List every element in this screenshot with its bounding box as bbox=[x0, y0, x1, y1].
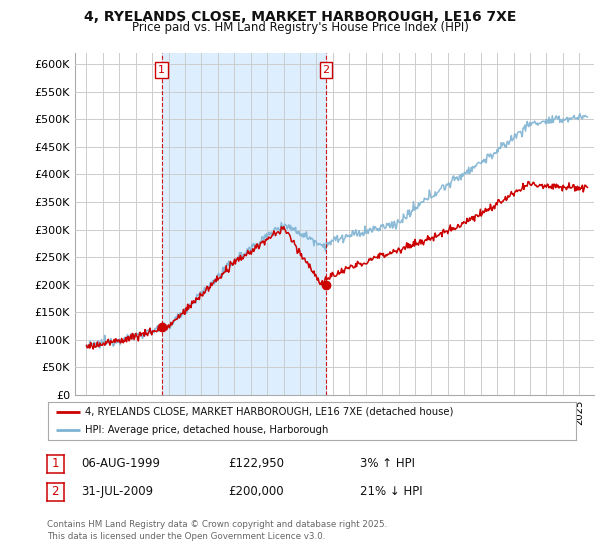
Text: Price paid vs. HM Land Registry's House Price Index (HPI): Price paid vs. HM Land Registry's House … bbox=[131, 21, 469, 34]
Text: 2: 2 bbox=[322, 65, 329, 74]
Text: £200,000: £200,000 bbox=[228, 485, 284, 498]
Text: 4, RYELANDS CLOSE, MARKET HARBOROUGH, LE16 7XE (detached house): 4, RYELANDS CLOSE, MARKET HARBOROUGH, LE… bbox=[85, 407, 454, 417]
Text: 4, RYELANDS CLOSE, MARKET HARBOROUGH, LE16 7XE: 4, RYELANDS CLOSE, MARKET HARBOROUGH, LE… bbox=[84, 10, 516, 24]
Text: 06-AUG-1999: 06-AUG-1999 bbox=[81, 457, 160, 470]
Text: 3% ↑ HPI: 3% ↑ HPI bbox=[360, 457, 415, 470]
Text: 2: 2 bbox=[52, 485, 59, 498]
Text: 21% ↓ HPI: 21% ↓ HPI bbox=[360, 485, 422, 498]
Text: 1: 1 bbox=[158, 65, 165, 74]
Text: Contains HM Land Registry data © Crown copyright and database right 2025.
This d: Contains HM Land Registry data © Crown c… bbox=[47, 520, 387, 541]
Text: 31-JUL-2009: 31-JUL-2009 bbox=[81, 485, 153, 498]
Text: £122,950: £122,950 bbox=[228, 457, 284, 470]
Bar bbox=[162, 53, 326, 395]
Text: HPI: Average price, detached house, Harborough: HPI: Average price, detached house, Harb… bbox=[85, 425, 328, 435]
Text: 1: 1 bbox=[52, 457, 59, 470]
